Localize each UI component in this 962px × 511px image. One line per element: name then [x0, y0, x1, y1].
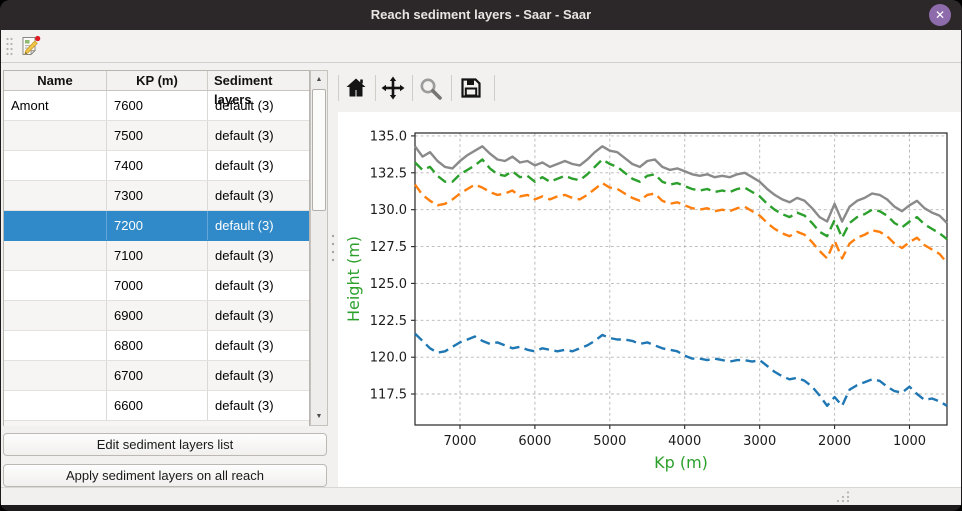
svg-text:135.0: 135.0 — [370, 129, 407, 144]
table-row[interactable]: Amont 7600 default (3) — [4, 91, 309, 121]
toolbar-separator — [494, 75, 495, 101]
table-cell: 7300 — [107, 181, 208, 210]
table-row[interactable]: 6600 default (3) — [4, 391, 309, 421]
svg-text:120.0: 120.0 — [370, 351, 407, 366]
table-body: Amont 7600 default (3) 7500 default (3) 7400 d… — [4, 91, 309, 426]
table-row[interactable]: 6800 default (3) — [4, 331, 309, 361]
svg-text:4000: 4000 — [668, 434, 701, 449]
table-row[interactable]: 6700 default (3) — [4, 361, 309, 391]
svg-text:122.5: 122.5 — [370, 314, 407, 329]
apply-sediment-layers-button[interactable]: Apply sediment layers on all reach — [3, 464, 327, 487]
table-cell: 7600 — [107, 91, 208, 120]
svg-text:132.5: 132.5 — [370, 166, 407, 181]
table-scrollbar[interactable]: ▲ ▼ — [310, 70, 328, 426]
table-cell: 7100 — [107, 241, 208, 270]
dialog-content: Name KP (m) Sediment layers Amont 7600 def… — [1, 30, 961, 505]
table-cell: default (3) — [215, 368, 274, 383]
edit-sediment-layers-icon[interactable] — [17, 33, 43, 59]
table-cell — [4, 301, 107, 330]
table-cell — [4, 211, 107, 240]
svg-text:1000: 1000 — [893, 434, 926, 449]
status-strip — [1, 487, 961, 505]
home-icon[interactable] — [344, 76, 368, 100]
svg-text:125.0: 125.0 — [370, 277, 407, 292]
svg-text:2000: 2000 — [818, 434, 851, 449]
series-top-profile-gray — [414, 145, 948, 224]
svg-text:5000: 5000 — [593, 434, 626, 449]
svg-text:130.0: 130.0 — [370, 203, 407, 218]
table-cell: default (3) — [215, 278, 274, 293]
table-cell: default (3) — [215, 338, 274, 353]
svg-text:117.5: 117.5 — [370, 388, 407, 403]
table-cell: default (3) — [215, 248, 274, 263]
svg-text:7000: 7000 — [443, 434, 476, 449]
table-cell: default (3) — [215, 398, 274, 413]
table-row[interactable]: 6900 default (3) — [4, 301, 309, 331]
titlebar[interactable]: Reach sediment layers - Saar - Saar ✕ — [0, 0, 962, 30]
table-cell — [4, 181, 107, 210]
table-cell: default (3) — [215, 218, 274, 233]
table-cell — [4, 241, 107, 270]
window-title: Reach sediment layers - Saar - Saar — [370, 7, 592, 22]
table-header: Name KP (m) Sediment layers — [4, 71, 309, 107]
zoom-icon[interactable] — [418, 76, 442, 100]
panel-splitter-handle[interactable] — [328, 70, 338, 426]
table-cell — [4, 121, 107, 150]
main-toolbar — [1, 30, 961, 63]
table-row[interactable]: 7400 default (3) — [4, 151, 309, 181]
table-cell: 6900 — [107, 301, 208, 330]
table-cell: default (3) — [215, 98, 274, 113]
table-row[interactable]: 7300 default (3) — [4, 181, 309, 211]
table-cell: 6800 — [107, 331, 208, 360]
y-axis-label: Height (m) — [344, 236, 363, 322]
table-cell: 7200 — [107, 211, 208, 240]
scroll-down-icon[interactable]: ▼ — [315, 413, 323, 420]
x-axis-label: Kp (m) — [654, 453, 708, 472]
table-cell — [4, 151, 107, 180]
scrollbar-thumb[interactable] — [312, 89, 326, 211]
table-cell: 6600 — [107, 391, 208, 420]
pan-icon[interactable] — [381, 76, 405, 100]
table-cell: default (3) — [215, 158, 274, 173]
save-icon[interactable] — [459, 76, 483, 100]
table-cell — [4, 391, 107, 420]
toolbar-separator — [412, 75, 413, 101]
series-sediment-layer-green — [414, 158, 948, 241]
series-bottom-layer-blue — [414, 332, 948, 407]
table-cell: 7400 — [107, 151, 208, 180]
column-header-kp[interactable]: KP (m) — [107, 71, 208, 90]
edit-sediment-layers-button[interactable]: Edit sediment layers list — [3, 433, 327, 456]
toolbar-separator — [338, 75, 339, 101]
table-cell: default (3) — [215, 188, 274, 203]
column-header-name[interactable]: Name — [4, 71, 107, 90]
svg-text:3000: 3000 — [743, 434, 776, 449]
scroll-up-icon[interactable]: ▲ — [315, 76, 323, 83]
table-row[interactable]: 7500 default (3) — [4, 121, 309, 151]
table-cell: default (3) — [215, 308, 274, 323]
column-header-layers[interactable]: Sediment layers — [214, 73, 273, 107]
table-cell: 6700 — [107, 361, 208, 390]
table-cell: 7000 — [107, 271, 208, 300]
svg-text:127.5: 127.5 — [370, 240, 407, 255]
table-cell: 7500 — [107, 121, 208, 150]
resize-grip-icon[interactable] — [833, 490, 851, 508]
table-row[interactable]: 7200 default (3) — [4, 211, 309, 241]
table-row[interactable]: 7100 default (3) — [4, 241, 309, 271]
toolbar-separator — [451, 75, 452, 101]
toolbar-separator — [375, 75, 376, 101]
chart-canvas[interactable]: 117.5 120.0 122.5 125.0 127.5 130.0 132.5 135.0… — [338, 112, 961, 487]
table-cell — [4, 361, 107, 390]
close-icon[interactable]: ✕ — [929, 4, 951, 26]
table-cell: default (3) — [215, 128, 274, 143]
svg-text:6000: 6000 — [518, 434, 551, 449]
toolbar-drag-handle-icon[interactable] — [5, 36, 15, 63]
table-cell: Amont — [4, 91, 107, 120]
sediment-table: Name KP (m) Sediment layers Amont 7600 def… — [3, 70, 310, 426]
table-cell — [4, 271, 107, 300]
sediment-profile-chart[interactable]: 117.5 120.0 122.5 125.0 127.5 130.0 132.5 135.0… — [338, 112, 961, 487]
table-cell — [4, 331, 107, 360]
table-row[interactable]: 7000 default (3) — [4, 271, 309, 301]
